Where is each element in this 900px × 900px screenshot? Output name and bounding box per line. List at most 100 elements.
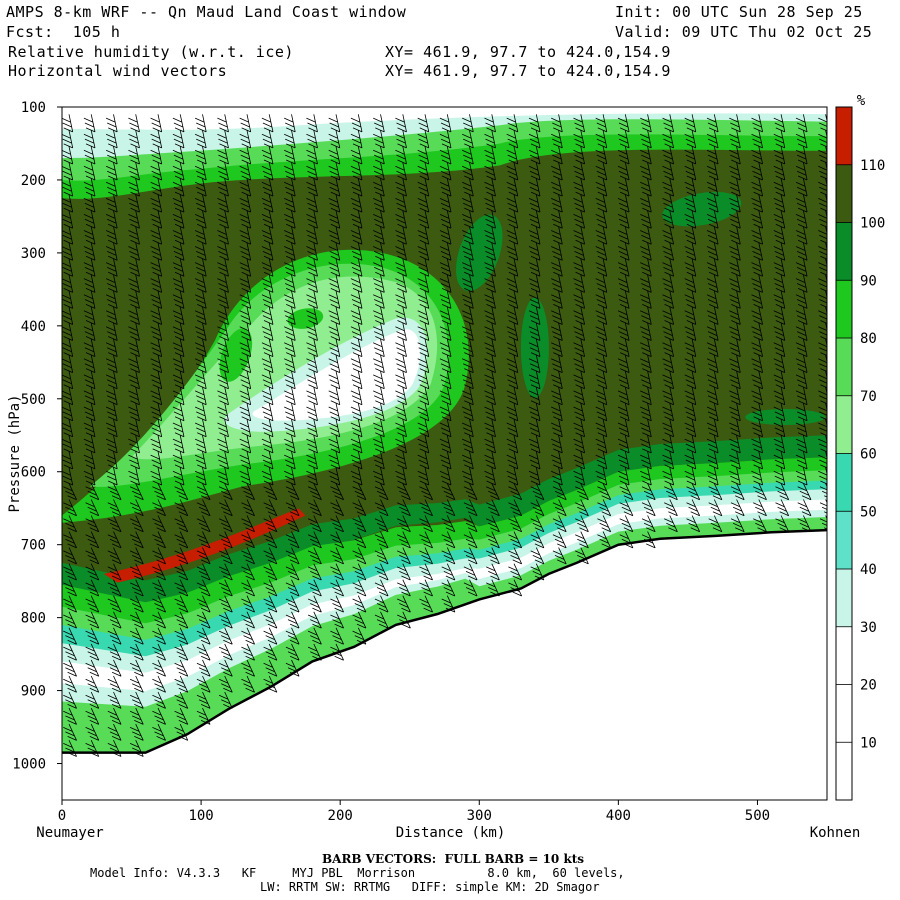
wind-barb	[684, 322, 697, 341]
wind-barb	[773, 338, 786, 357]
wind-barb	[641, 499, 656, 517]
wind-barb	[528, 338, 541, 357]
wind-barb	[261, 194, 274, 213]
wind-barb	[640, 419, 652, 438]
wind-barb	[551, 130, 563, 149]
wind-barb	[773, 403, 786, 422]
wind-barb	[751, 451, 763, 470]
wind-barb	[597, 515, 612, 533]
wind-barb	[83, 322, 96, 341]
wind-barb	[129, 579, 144, 597]
wind-barb	[439, 306, 452, 325]
wind-barb	[239, 114, 252, 133]
wind-barb	[395, 130, 407, 149]
wind-barb	[662, 467, 674, 486]
wind-barb	[105, 467, 118, 486]
wind-barb	[729, 146, 741, 165]
wind-barb	[307, 563, 322, 581]
wind-barb	[194, 322, 207, 341]
wind-barb	[751, 354, 763, 373]
wind-barb	[128, 338, 140, 357]
wind-barb	[350, 354, 363, 373]
wind-barb	[350, 258, 363, 277]
wind-barb	[196, 579, 211, 597]
wind-barb	[194, 146, 207, 165]
wind-barb	[239, 210, 252, 229]
wind-barb	[263, 675, 278, 693]
wind-barb	[439, 114, 452, 133]
wind-barb	[196, 515, 211, 533]
wind-barb	[373, 338, 385, 357]
wind-barb	[261, 274, 274, 293]
wind-barb	[552, 531, 567, 549]
wind-barb	[773, 419, 786, 438]
wind-barb	[62, 435, 74, 454]
wind-barb	[773, 130, 786, 149]
wind-barb	[773, 178, 786, 197]
wind-barb	[395, 451, 407, 470]
wind-barb	[773, 146, 786, 165]
wind-barb	[350, 130, 363, 149]
wind-barb	[595, 451, 608, 470]
wind-barb	[62, 226, 74, 245]
wind-barb	[174, 499, 189, 517]
wind-barb	[575, 499, 589, 517]
x-tick-label: 100	[188, 808, 213, 824]
wind-barb	[684, 419, 697, 438]
wind-barb	[263, 627, 278, 645]
wind-barb	[641, 483, 656, 501]
wind-barb	[818, 322, 827, 340]
wind-barb	[617, 322, 630, 341]
wind-barb	[706, 242, 719, 261]
wind-barb	[239, 194, 252, 213]
wind-barb	[194, 451, 207, 470]
wind-barb	[573, 354, 585, 373]
wind-barb	[85, 547, 100, 565]
wind-barb	[619, 483, 634, 501]
wind-barb	[751, 242, 763, 261]
wind-barb	[595, 162, 608, 181]
wind-barb	[417, 210, 430, 229]
wind-barb	[395, 162, 407, 181]
wind-barb	[395, 146, 407, 165]
wind-barb	[775, 515, 790, 533]
wind-barb	[775, 483, 790, 501]
pocket-d	[662, 191, 742, 227]
wind-barb	[729, 226, 741, 245]
wind-barb	[63, 595, 77, 613]
wind-barb	[795, 451, 808, 470]
wind-barb	[83, 114, 96, 133]
wind-barb	[551, 338, 563, 357]
wind-barb	[706, 306, 719, 325]
wind-barb	[150, 258, 163, 277]
wind-barb	[552, 515, 567, 533]
wind-barb	[795, 354, 808, 373]
wind-barb	[217, 130, 229, 149]
wind-barb	[174, 675, 189, 693]
wind-barb	[172, 322, 185, 341]
wind-barb	[105, 162, 118, 181]
wind-barb	[795, 403, 808, 422]
wind-barb	[641, 515, 656, 533]
y-tick-label: 300	[21, 246, 46, 262]
wind-barb	[706, 322, 719, 341]
wind-barb	[107, 707, 122, 725]
wind-barb	[63, 611, 77, 629]
wind-barb	[261, 162, 274, 181]
wind-barb	[150, 242, 163, 261]
wind-barb	[62, 467, 74, 486]
wind-barb	[486, 499, 500, 517]
wind-barb	[506, 242, 519, 261]
wind-barb	[328, 194, 341, 213]
wind-barb	[63, 707, 77, 725]
wind-barb	[62, 451, 74, 470]
wind-barb	[617, 354, 630, 373]
wind-barb	[662, 419, 674, 438]
wind-barb	[617, 258, 630, 277]
wind-barb	[706, 403, 719, 422]
wind-barb	[83, 387, 96, 406]
wind-barb	[373, 242, 385, 261]
wind-barb	[506, 130, 519, 149]
wind-barb	[573, 242, 585, 261]
wind-barb	[62, 371, 74, 390]
